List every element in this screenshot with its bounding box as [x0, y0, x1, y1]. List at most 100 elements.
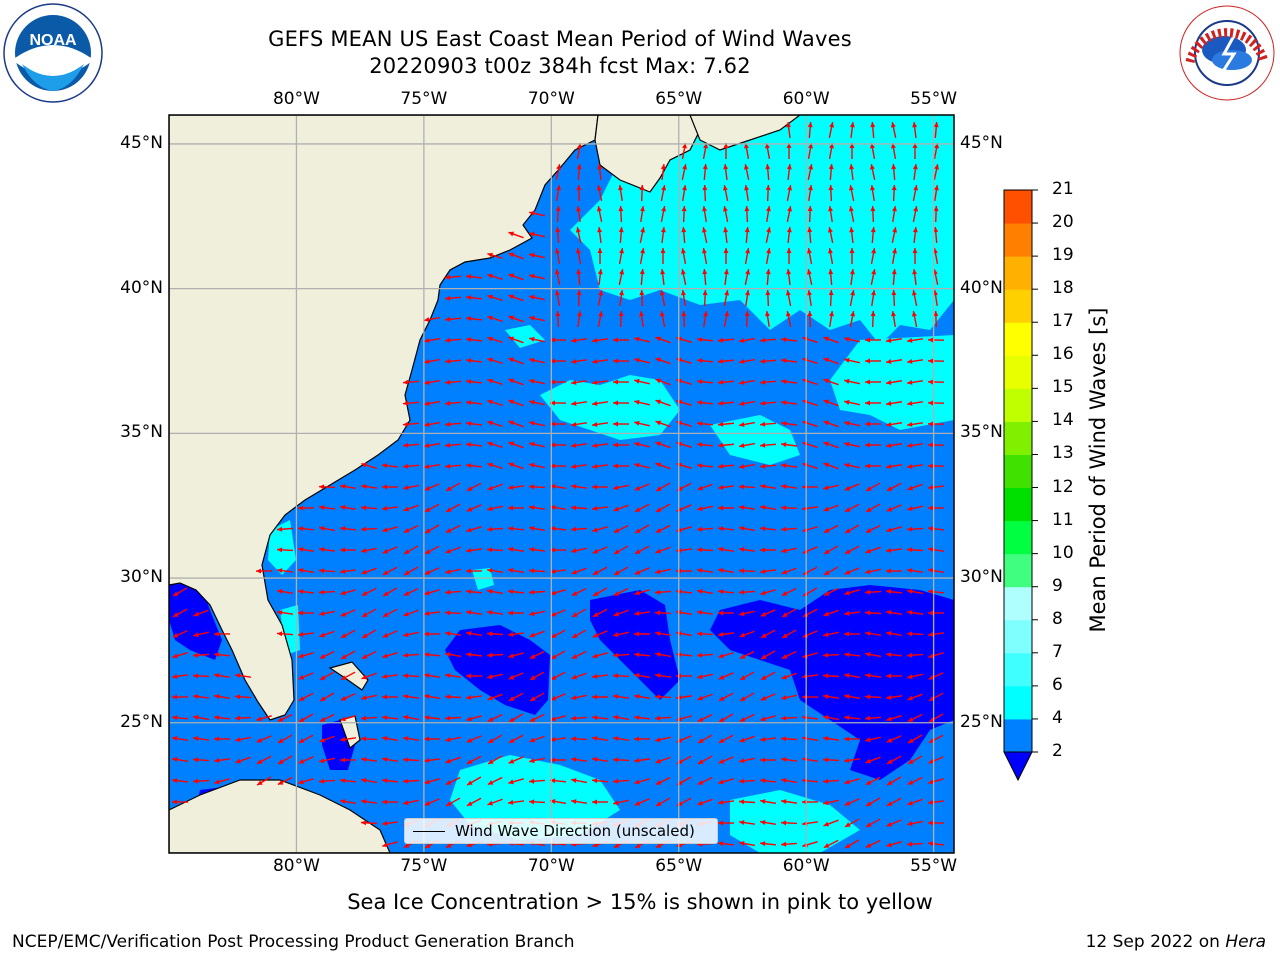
- wave-direction-arrow: [444, 652, 462, 658]
- wave-direction-arrow: [844, 545, 860, 555]
- colorbar-tick-label: 16: [1052, 344, 1074, 365]
- lon-tick-label: 80°W: [272, 89, 320, 109]
- wave-direction-arrow: [276, 589, 294, 595]
- wave-direction-arrow: [423, 673, 441, 679]
- wave-direction-arrow: [822, 694, 840, 700]
- lon-tick-label: 70°W: [527, 89, 575, 109]
- wave-direction-arrow: [318, 778, 336, 784]
- lon-tick-label: 65°W: [655, 856, 703, 876]
- colorbar-tick-label: 21: [1052, 179, 1074, 199]
- wave-direction-arrow: [529, 210, 545, 217]
- wave-direction-arrow: [885, 337, 903, 343]
- wave-direction-arrow: [613, 545, 629, 555]
- wave-direction-arrow: [592, 566, 608, 576]
- wave-direction-arrow: [444, 379, 462, 385]
- wave-direction-arrow: [596, 206, 603, 222]
- wave-direction-arrow: [927, 526, 945, 532]
- wave-direction-arrow: [781, 587, 797, 597]
- wave-direction-arrow: [381, 463, 399, 469]
- wave-direction-arrow: [780, 736, 798, 742]
- wave-direction-arrow: [822, 673, 840, 679]
- wave-direction-arrow: [655, 756, 671, 764]
- wave-direction-arrow: [360, 757, 378, 763]
- wave-direction-arrow: [529, 315, 545, 322]
- colorbar-tick-label: 18: [1052, 278, 1074, 299]
- wave-direction-arrow: [403, 545, 419, 555]
- wave-direction-arrow: [571, 650, 587, 660]
- wave-direction-arrow: [702, 163, 708, 181]
- chart-title: GEFS MEAN US East Coast Mean Period of W…: [268, 27, 852, 51]
- wave-direction-arrow: [717, 841, 735, 847]
- wave-direction-arrow: [739, 713, 755, 723]
- wave-direction-arrow: [360, 505, 378, 511]
- wave-direction-arrow: [780, 463, 798, 469]
- wave-direction-arrow: [423, 652, 441, 658]
- wave-direction-arrow: [891, 310, 896, 328]
- wave-direction-arrow: [402, 442, 420, 448]
- wave-direction-arrow: [864, 442, 882, 448]
- wave-direction-arrow: [507, 631, 525, 637]
- wave-direction-arrow: [864, 589, 882, 595]
- wave-direction-arrow: [529, 692, 545, 702]
- wave-direction-arrow: [718, 734, 734, 744]
- legend-line-swatch: [413, 830, 445, 832]
- colorbar-tick-label: 14: [1052, 410, 1074, 431]
- wave-direction-arrow: [722, 185, 729, 201]
- wave-direction-arrow: [744, 226, 750, 244]
- wave-direction-arrow: [318, 526, 336, 532]
- wave-direction-arrow: [592, 630, 608, 638]
- wave-direction-arrow: [424, 589, 440, 596]
- wave-direction-arrow: [591, 799, 609, 805]
- wave-direction-arrow: [806, 248, 813, 264]
- wave-direction-arrow: [339, 484, 357, 490]
- wave-direction-arrow: [444, 316, 462, 322]
- wave-direction-arrow: [696, 463, 714, 469]
- lat-tick-label: 30°N: [120, 567, 163, 588]
- wave-direction-arrow: [759, 757, 777, 763]
- wave-direction-arrow: [906, 442, 924, 448]
- wave-direction-arrow: [927, 589, 945, 595]
- wave-direction-arrow: [802, 546, 818, 554]
- colorbar-tick-label: 15: [1052, 377, 1074, 398]
- wave-direction-arrow: [639, 227, 646, 243]
- wave-direction-arrow: [550, 671, 566, 681]
- wave-direction-arrow: [717, 337, 735, 343]
- wave-direction-arrow: [702, 184, 708, 202]
- wave-direction-arrow: [765, 227, 772, 243]
- wave-direction-arrow: [823, 524, 839, 534]
- wave-direction-arrow: [865, 839, 881, 849]
- wave-direction-arrow: [781, 567, 797, 575]
- wave-direction-arrow: [759, 820, 777, 826]
- wave-direction-arrow: [844, 839, 860, 849]
- wave-direction-arrow: [718, 652, 734, 659]
- wave-direction-arrow: [618, 310, 624, 328]
- wave-direction-arrow: [717, 463, 735, 469]
- lat-tick-label: 40°N: [120, 277, 163, 298]
- wave-direction-arrow: [213, 631, 231, 637]
- wave-direction-arrow: [256, 755, 272, 765]
- wave-direction-arrow: [487, 776, 503, 786]
- wave-direction-arrow: [360, 736, 378, 742]
- wave-direction-arrow: [696, 421, 714, 427]
- wave-direction-arrow: [891, 268, 897, 286]
- wave-direction-arrow: [822, 715, 840, 721]
- wave-direction-arrow: [213, 757, 231, 763]
- wave-direction-arrow: [339, 505, 357, 511]
- wave-direction-arrow: [780, 421, 798, 427]
- wave-direction-arrow: [339, 568, 357, 574]
- wave-direction-arrow: [381, 715, 399, 721]
- wave-direction-arrow: [785, 311, 792, 327]
- wave-direction-arrow: [612, 442, 630, 448]
- wave-direction-arrow: [508, 756, 524, 764]
- wave-direction-arrow: [570, 757, 588, 763]
- colorbar-segment: [1004, 355, 1032, 389]
- wave-direction-arrow: [592, 546, 608, 554]
- colorbar-tick-label: 11: [1052, 509, 1074, 530]
- wave-direction-arrow: [927, 337, 945, 343]
- wave-direction-arrow: [906, 589, 924, 595]
- wave-direction-arrow: [891, 184, 897, 202]
- wave-direction-arrow: [529, 336, 545, 343]
- wave-direction-arrow: [849, 247, 855, 265]
- wave-direction-arrow: [786, 121, 792, 139]
- wave-direction-arrow: [529, 757, 545, 764]
